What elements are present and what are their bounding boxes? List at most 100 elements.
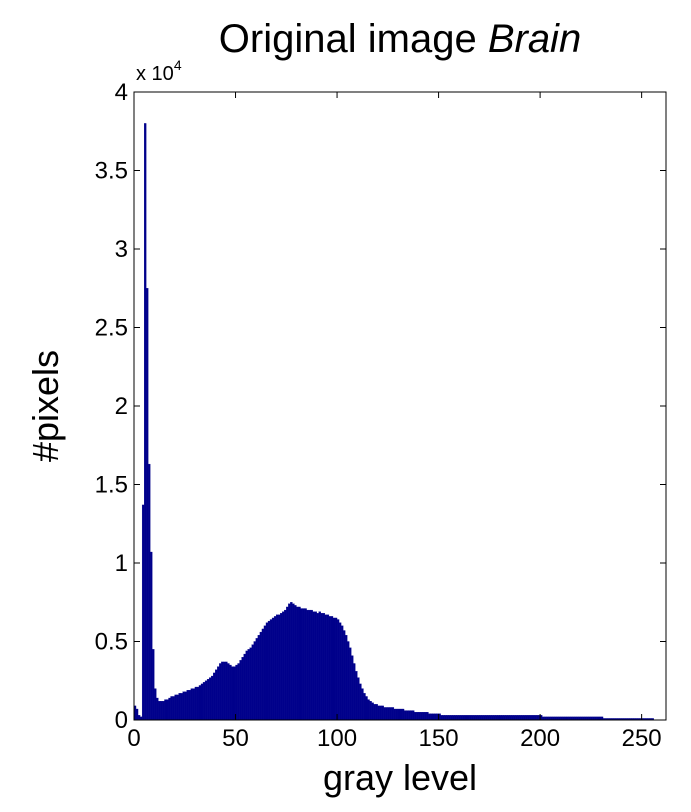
histogram-bar (375, 704, 378, 721)
histogram-bar (229, 664, 232, 721)
y-tick-label: 2 (115, 393, 128, 420)
histogram-bar (192, 688, 196, 721)
histogram-bar (452, 715, 455, 721)
histogram-bar (493, 715, 496, 721)
histogram-bar (296, 606, 299, 721)
histogram-bar (497, 715, 500, 721)
histogram-bar (477, 715, 480, 721)
histogram-bar (527, 715, 531, 721)
histogram-bar (336, 619, 340, 721)
histogram-bar (282, 611, 285, 721)
histogram-bar (393, 708, 397, 721)
histogram-bar (257, 635, 261, 721)
histogram-bar (162, 701, 165, 721)
y-tick-label: 1.5 (95, 472, 128, 499)
histogram-bar (491, 715, 494, 721)
histogram-bar (395, 708, 399, 721)
histogram-bar (328, 616, 332, 721)
histogram-bar (355, 671, 358, 721)
histogram-bar (533, 715, 537, 721)
histogram-bar (235, 664, 238, 721)
y-tick-label: 3.5 (95, 158, 128, 185)
x-tick-label: 150 (419, 725, 459, 752)
histogram-bar (269, 619, 273, 721)
histogram-bar (308, 609, 311, 721)
histogram-bar (359, 683, 362, 721)
histogram-bar (188, 690, 192, 721)
histogram-bar (440, 715, 443, 721)
histogram-bar (148, 463, 151, 721)
histogram-bar (273, 616, 277, 721)
histogram-bar (464, 715, 468, 721)
histogram-bar (428, 713, 431, 721)
histogram-bar (410, 710, 413, 721)
histogram-bar (432, 713, 435, 721)
x-axis-label: gray level (323, 757, 477, 798)
histogram-bar (166, 699, 169, 721)
histogram-bar (223, 661, 226, 721)
histogram-bar (456, 715, 460, 721)
histogram-bar (239, 660, 242, 721)
histogram-bar (450, 715, 453, 721)
histogram-bar (186, 690, 189, 721)
histogram-bar (483, 715, 486, 721)
histogram-bar (340, 625, 344, 721)
histogram-bar (353, 663, 356, 721)
histogram-bar (280, 613, 283, 721)
histogram-bar (418, 712, 421, 721)
histogram-bar (503, 715, 506, 721)
histogram-bar (531, 715, 535, 721)
histogram-bar (180, 693, 183, 721)
histogram-bar (160, 701, 163, 721)
histogram-bar (397, 708, 401, 721)
histogram-bar (227, 663, 230, 721)
y-tick-label: 2.5 (95, 315, 128, 342)
chart-title: Original image Brain (219, 17, 581, 61)
histogram-bar (517, 715, 520, 721)
histogram-bar (300, 608, 303, 721)
histogram-bar (363, 693, 366, 721)
histogram-bar (535, 715, 539, 721)
histogram-bar (316, 613, 319, 721)
histogram-bar (251, 644, 254, 721)
multiplier-base: x 10 (136, 63, 174, 85)
histogram-bar (265, 622, 269, 721)
histogram-bar (472, 715, 476, 721)
histogram-bar (275, 614, 279, 721)
histogram-bar (434, 713, 437, 721)
histogram-bar (184, 691, 187, 721)
histogram-bar (412, 710, 415, 721)
histogram-bar (211, 675, 214, 721)
histogram-bar (286, 606, 289, 721)
histogram-bar (385, 707, 388, 721)
histogram-bar (446, 715, 449, 721)
histogram-bar (391, 707, 395, 721)
histogram-bar (426, 712, 429, 721)
histogram-bar (200, 683, 204, 721)
histogram-bar (271, 617, 275, 721)
histogram-bar (460, 715, 464, 721)
histogram-bar (182, 691, 185, 721)
histogram-bar (468, 715, 472, 721)
histogram-bar (231, 666, 234, 721)
histogram-bar (351, 655, 354, 721)
histogram-bar (357, 677, 360, 721)
histogram-bar (405, 710, 409, 721)
histogram-bar (225, 661, 228, 721)
histogram-bar (302, 608, 305, 721)
histogram-bar (349, 647, 352, 721)
histogram-bar (198, 685, 202, 721)
histogram-bar (249, 647, 252, 721)
histogram-bar (172, 696, 175, 721)
histogram-bar (304, 608, 307, 721)
histogram-bar (150, 551, 153, 721)
histogram-bar (194, 686, 198, 721)
histogram-bar (164, 699, 167, 721)
histogram-bar (288, 603, 291, 721)
histogram-bar (247, 649, 250, 721)
histogram-bar (509, 715, 512, 721)
histogram-bar (489, 715, 492, 721)
histogram-bar (403, 710, 407, 721)
histogram-bar (401, 708, 405, 721)
histogram-bar (312, 611, 315, 721)
